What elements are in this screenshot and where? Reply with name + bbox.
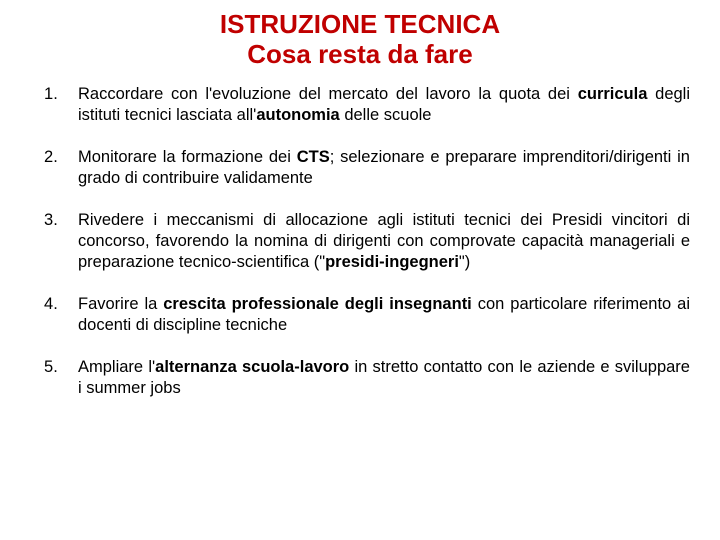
bold-text: alternanza scuola-lavoro [155,358,349,376]
numbered-list: Raccordare con l'evoluzione del mercato … [30,84,690,400]
text-segment: Raccordare con l'evoluzione del mercato … [78,85,578,103]
text-segment: Favorire la [78,295,163,313]
title-line-2: Cosa resta da fare [30,40,690,70]
bold-text: curricula [578,85,648,103]
text-segment: Monitorare la formazione dei [78,148,297,166]
list-item: Rivedere i meccanismi di allocazione agl… [30,210,690,274]
list-item: Ampliare l'alternanza scuola-lavoro in s… [30,357,690,400]
text-segment: Ampliare l' [78,358,155,376]
bold-text: CTS [297,148,330,166]
list-item: Monitorare la formazione dei CTS; selezi… [30,147,690,190]
text-segment: ") [459,253,470,271]
title-line-1: ISTRUZIONE TECNICA [30,10,690,40]
text-segment: delle scuole [340,106,432,124]
bold-text: presidi-ingegneri [325,253,459,271]
bold-text: crescita professionale degli insegnanti [163,295,472,313]
slide-title: ISTRUZIONE TECNICA Cosa resta da fare [30,10,690,70]
list-item: Raccordare con l'evoluzione del mercato … [30,84,690,127]
bold-text: autonomia [256,106,339,124]
list-item: Favorire la crescita professionale degli… [30,294,690,337]
